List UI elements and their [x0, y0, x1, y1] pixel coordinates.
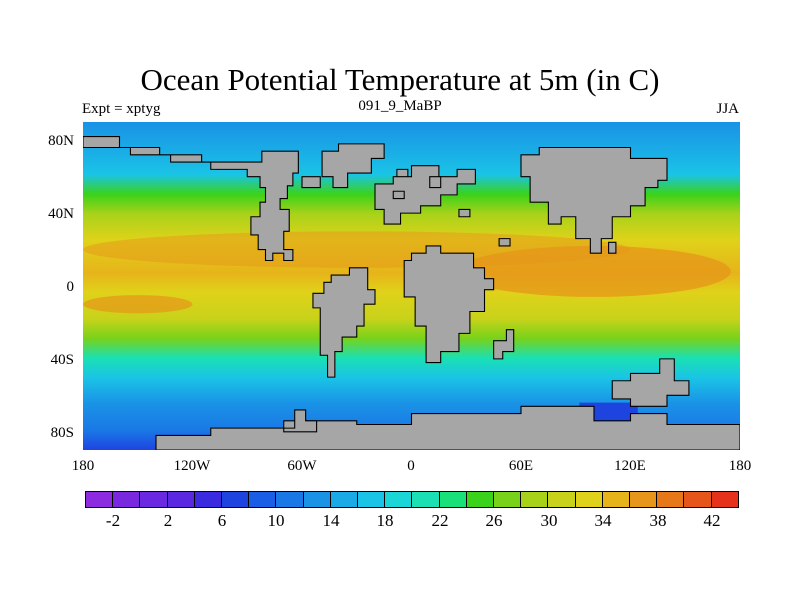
colorbar-label: 6 — [217, 511, 227, 530]
colorbar-swatch — [86, 492, 114, 507]
australia — [611, 358, 690, 407]
colorbar-swatch — [276, 492, 304, 507]
antarctica — [155, 405, 740, 450]
colorbar-label: 2 — [163, 511, 173, 530]
scandinavia — [429, 176, 442, 189]
india-island — [498, 238, 511, 247]
colorbar-label: 26 — [485, 511, 503, 530]
colorbar-label: 10 — [267, 511, 285, 530]
colorbar-swatch — [303, 492, 331, 507]
lon-label-60w: 60W — [287, 458, 317, 474]
lon-label-180e: 180 — [728, 458, 752, 474]
colorbar-swatch — [140, 492, 168, 507]
colorbar-label: 22 — [431, 511, 449, 530]
lon-label-0: 0 — [407, 458, 415, 474]
greenland — [321, 143, 385, 189]
season-label: JJA — [716, 101, 739, 117]
colorbar-swatch — [466, 492, 495, 507]
colorbar-swatch — [494, 492, 522, 507]
colorbar-label: 34 — [594, 511, 612, 530]
colorbar-swatch — [684, 492, 712, 507]
colorbar-swatch — [113, 492, 141, 507]
lat-label-40n: 40N — [48, 206, 74, 222]
temperature-map — [83, 122, 740, 450]
colorbar-swatch — [521, 492, 549, 507]
europe — [374, 165, 476, 225]
colorbar-label: 18 — [376, 511, 394, 530]
lat-label-40s: 40S — [50, 352, 74, 368]
colorbar-swatch — [330, 492, 359, 507]
colorbar-swatch — [358, 492, 386, 507]
colorbar-label: -2 — [105, 511, 121, 530]
colorbar-label: 14 — [322, 511, 340, 530]
colorbar-swatch — [439, 492, 467, 507]
africa — [403, 245, 495, 364]
colorbar-swatch — [657, 492, 685, 507]
south-america — [312, 267, 376, 378]
anatolia-island — [458, 208, 471, 218]
lon-label-120e: 120E — [614, 458, 646, 474]
land-masses — [83, 136, 740, 450]
colorbar-swatch — [575, 492, 603, 507]
colorbar-swatch — [548, 492, 576, 507]
colorbar — [85, 491, 739, 508]
colorbar-swatch — [711, 492, 738, 507]
colorbar-swatch — [222, 492, 250, 507]
lon-label-60e: 60E — [508, 458, 534, 474]
lat-label-0: 0 — [66, 279, 75, 295]
asia — [520, 146, 668, 254]
time-label: 091_9_MaBP — [358, 98, 442, 114]
madagascar — [493, 329, 515, 360]
colorbar-swatch — [385, 492, 413, 507]
experiment-label: Expt = xptyg — [82, 101, 161, 117]
colorbar-swatch — [630, 492, 658, 507]
lat-label-80s: 80S — [50, 425, 74, 441]
north-america — [83, 136, 299, 262]
colorbar-swatch — [167, 492, 195, 507]
colorbar-swatch — [412, 492, 440, 507]
colorbar-swatch — [602, 492, 631, 507]
colorbar-label: 38 — [649, 511, 667, 530]
colorbar-label: 30 — [540, 511, 558, 530]
colorbar-swatch — [249, 492, 277, 507]
lon-label-120w: 120W — [173, 458, 211, 474]
antarctic-peninsula — [283, 409, 318, 433]
british-isles — [392, 190, 405, 200]
arctic-island — [301, 176, 321, 189]
map-title: Ocean Potential Temperature at 5m (in C) — [140, 62, 660, 97]
japan-island — [608, 241, 617, 254]
colorbar-label: 42 — [703, 511, 721, 530]
lat-label-80n: 80N — [48, 133, 74, 149]
lon-label-180w: 180 — [71, 458, 95, 474]
colorbar-swatch — [194, 492, 223, 507]
